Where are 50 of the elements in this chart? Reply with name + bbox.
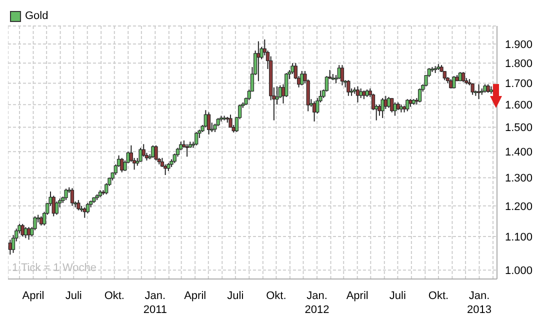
y-tick-label: 1.200	[505, 200, 533, 213]
x-tick-label: Jan. 2013	[467, 290, 492, 316]
y-tick-label: 1.600	[505, 99, 533, 112]
candlestick	[86, 202, 90, 214]
candlestick	[452, 76, 456, 89]
candlestick	[380, 98, 384, 119]
candlestick	[290, 62, 294, 75]
x-tick-label: Jan. 2011	[143, 290, 168, 316]
x-tick-label: April	[346, 290, 368, 302]
x-tick-label: Juli	[227, 290, 244, 302]
candlestick	[154, 144, 158, 162]
y-tick-label: 1.000	[505, 264, 533, 277]
x-tick-label: April	[22, 290, 44, 302]
candlestick	[138, 147, 142, 162]
candlestick	[275, 86, 279, 106]
candlestick	[64, 188, 68, 201]
candlestick	[390, 98, 394, 113]
candlestick	[185, 144, 189, 158]
y-tick-label: 1.500	[505, 122, 533, 134]
candlestick	[206, 112, 211, 135]
candlestick	[346, 80, 350, 96]
candlestick	[393, 102, 397, 116]
candlestick	[54, 201, 59, 216]
x-tick-label: April	[184, 290, 206, 302]
candlestick	[470, 82, 474, 96]
y-tick-label: 1.100	[505, 231, 533, 244]
x-tick-label: Jan. 2012	[304, 290, 330, 316]
y-tick-label: 1.700	[505, 78, 533, 90]
x-tick-label: Okt.	[428, 290, 449, 302]
y-tick-label: 1.800	[505, 58, 533, 70]
x-tick-label: Okt.	[266, 290, 286, 302]
candlestick	[20, 223, 24, 238]
x-tick-label: Juli	[65, 290, 82, 302]
candlestick	[300, 70, 304, 86]
y-tick-label: 1.400	[505, 146, 533, 159]
x-tick-label: Okt.	[104, 290, 124, 302]
candlestick	[76, 200, 80, 211]
candlestick	[356, 86, 360, 103]
candlestick	[461, 72, 466, 83]
annotation: 1 Tick = 1 Woche	[12, 262, 96, 274]
candlestick	[194, 132, 198, 146]
legend-label: Gold	[25, 10, 48, 22]
y-tick-label: 1.900	[505, 38, 533, 51]
candlestick	[70, 188, 74, 206]
candlestick	[418, 88, 422, 103]
y-tick-label: 1.300	[505, 172, 533, 185]
candlestick	[142, 144, 146, 158]
candlestick	[406, 98, 410, 112]
x-tick-label: Juli	[389, 290, 406, 302]
candlestick	[340, 64, 344, 86]
